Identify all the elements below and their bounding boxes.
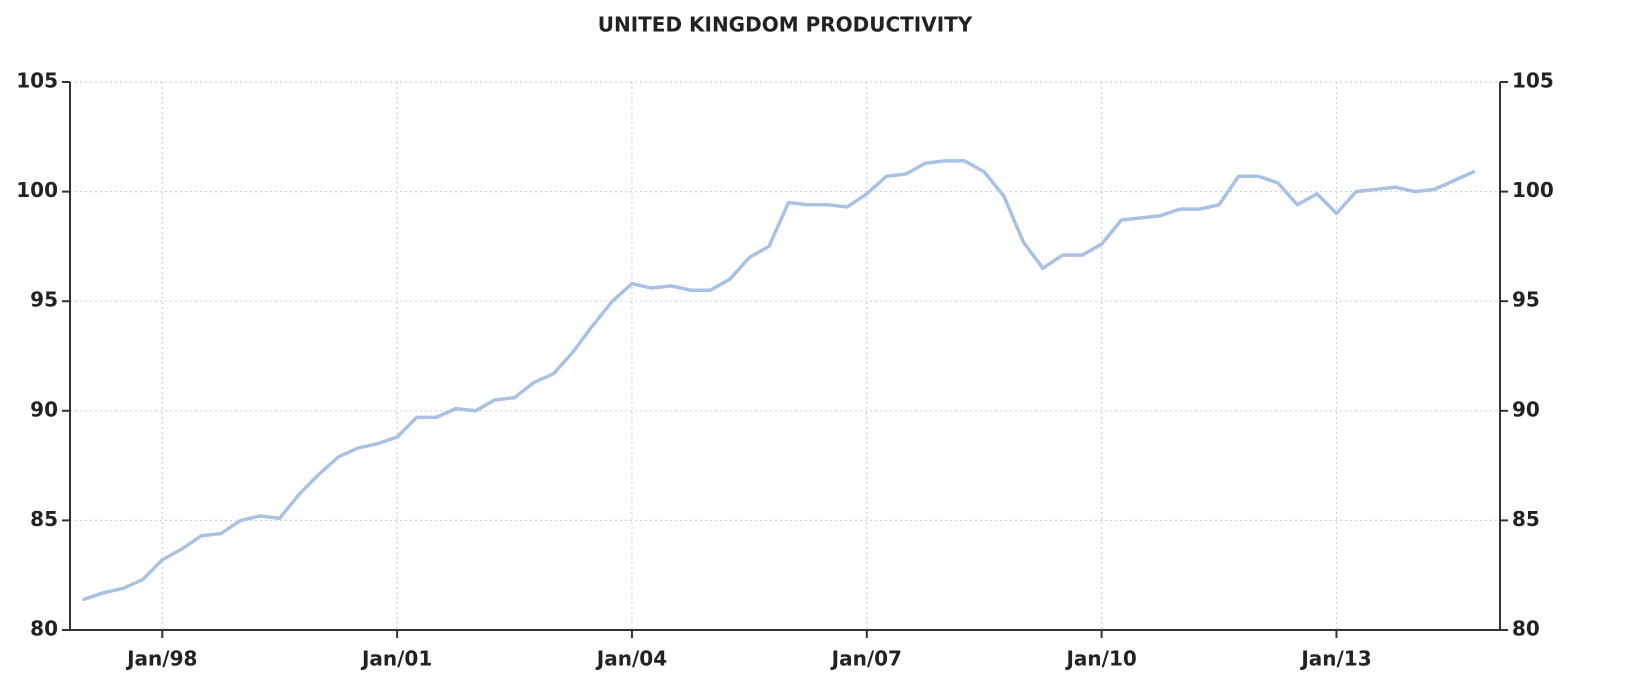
- x-tick-label: Jan/98: [125, 647, 197, 671]
- y2-tick-label: 80: [1512, 617, 1540, 641]
- x-tick-label: Jan/10: [1064, 647, 1136, 671]
- y-tick-label: 85: [30, 507, 58, 531]
- y2-tick-label: 95: [1512, 288, 1540, 312]
- x-tick-label: Jan/13: [1299, 647, 1371, 671]
- y-tick-label: 100: [16, 178, 58, 202]
- y2-tick-label: 85: [1512, 507, 1540, 531]
- y2-tick-label: 105: [1512, 69, 1554, 93]
- y2-tick-label: 100: [1512, 178, 1554, 202]
- y2-tick-label: 90: [1512, 397, 1540, 421]
- x-tick-label: Jan/04: [595, 647, 667, 671]
- chart-title: UNITED KINGDOM PRODUCTIVITY: [598, 13, 973, 37]
- x-tick-label: Jan/01: [360, 647, 432, 671]
- y-tick-label: 105: [16, 69, 58, 93]
- line-series: [82, 159, 1476, 602]
- y-tick-label: 90: [30, 397, 58, 421]
- x-tick-label: Jan/07: [830, 647, 902, 671]
- y-tick-label: 95: [30, 288, 58, 312]
- y-tick-label: 80: [30, 617, 58, 641]
